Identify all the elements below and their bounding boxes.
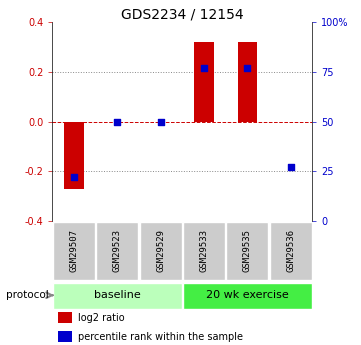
Bar xyxy=(140,222,182,280)
Bar xyxy=(238,42,257,121)
Text: protocol: protocol xyxy=(6,290,49,300)
Text: GSM29523: GSM29523 xyxy=(113,229,122,273)
Text: GSM29536: GSM29536 xyxy=(286,229,295,273)
Text: baseline: baseline xyxy=(94,290,141,300)
Text: GSM29529: GSM29529 xyxy=(156,229,165,273)
Bar xyxy=(226,222,268,280)
Bar xyxy=(57,312,72,323)
Bar xyxy=(183,222,225,280)
Bar xyxy=(64,121,84,189)
Point xyxy=(158,119,164,124)
Bar xyxy=(194,42,214,121)
Bar xyxy=(183,283,312,309)
Bar xyxy=(270,222,312,280)
Point xyxy=(114,119,120,124)
Point xyxy=(288,165,293,170)
Bar xyxy=(53,222,95,280)
Text: log2 ratio: log2 ratio xyxy=(78,313,125,323)
Text: 20 wk exercise: 20 wk exercise xyxy=(206,290,289,300)
Text: GSM29507: GSM29507 xyxy=(70,229,78,273)
Text: GSM29535: GSM29535 xyxy=(243,229,252,273)
Text: GSM29533: GSM29533 xyxy=(200,229,208,273)
Text: percentile rank within the sample: percentile rank within the sample xyxy=(78,332,243,342)
Point xyxy=(244,65,250,71)
Bar xyxy=(96,222,138,280)
Point xyxy=(201,65,207,71)
Title: GDS2234 / 12154: GDS2234 / 12154 xyxy=(121,7,244,21)
Bar xyxy=(53,283,182,309)
Point xyxy=(71,175,77,180)
Bar xyxy=(57,331,72,342)
